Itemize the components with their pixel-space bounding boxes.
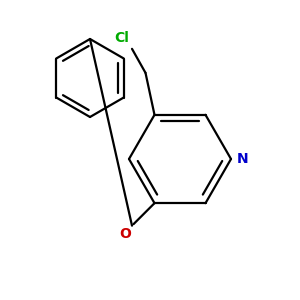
- Text: N: N: [236, 152, 248, 166]
- Text: O: O: [119, 227, 131, 241]
- Text: Cl: Cl: [115, 31, 130, 45]
